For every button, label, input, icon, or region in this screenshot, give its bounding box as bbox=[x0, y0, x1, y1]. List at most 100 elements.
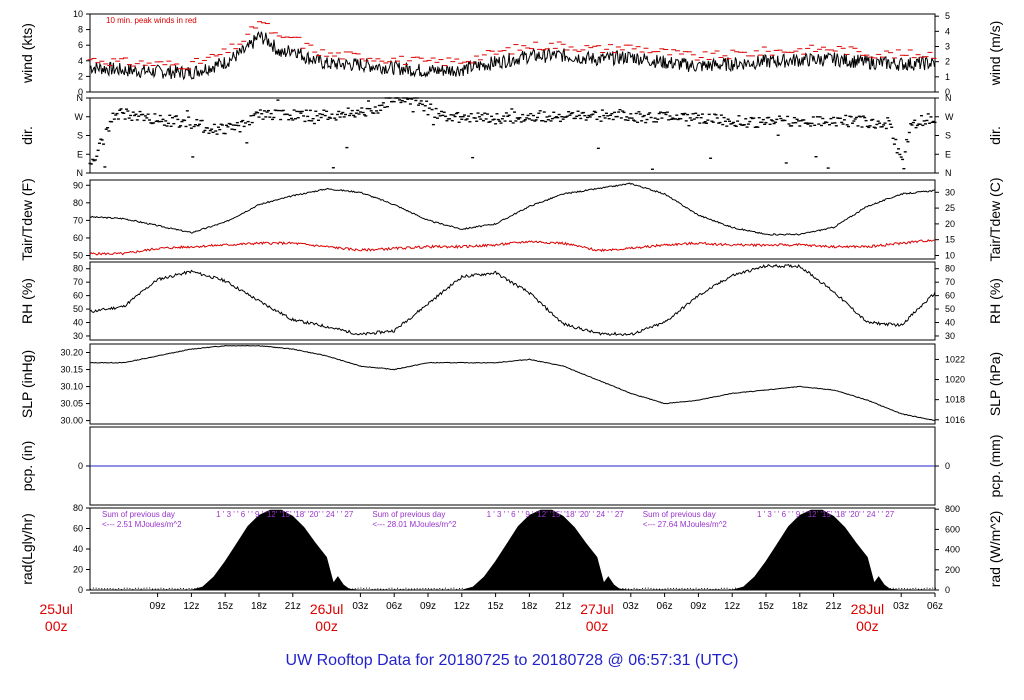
point-rad-noise bbox=[109, 587, 111, 589]
ytick-label-right-dir: W bbox=[945, 112, 954, 122]
point-rad-noise bbox=[453, 587, 455, 589]
point-rad-noise bbox=[259, 587, 260, 589]
point-rad-noise bbox=[537, 588, 539, 590]
point-rad-noise bbox=[366, 587, 368, 589]
ytick-label-right-pcp: 0 bbox=[945, 461, 950, 471]
point-rad-noise bbox=[92, 587, 94, 589]
point-rad-noise bbox=[151, 588, 153, 590]
ytick-label-left-wind: 6 bbox=[78, 40, 83, 50]
point-rad-noise bbox=[374, 588, 376, 590]
point-rad-noise bbox=[577, 588, 579, 590]
ytick-label-left-dir: W bbox=[75, 112, 84, 122]
point-rad-noise bbox=[112, 588, 114, 590]
ytick-label-right-wind: 4 bbox=[945, 26, 950, 36]
ytick-label-left-wind: 2 bbox=[78, 71, 83, 81]
rad-sum-label: Sum of previous day bbox=[102, 510, 175, 519]
point-rad-noise bbox=[698, 588, 700, 590]
point-rad-noise bbox=[411, 588, 413, 590]
point-rad-noise bbox=[335, 587, 337, 589]
point-rad-noise bbox=[608, 588, 610, 590]
point-rad-noise bbox=[751, 588, 753, 590]
panel-frame-wind bbox=[89, 13, 936, 93]
ytick-label-left-wind: 8 bbox=[78, 25, 83, 35]
ytick-label-left-wind: 4 bbox=[78, 56, 83, 66]
point-rad-noise bbox=[506, 588, 508, 590]
ytick-label-right-wind: 3 bbox=[945, 42, 950, 52]
ylabel-right-rh: RH (%) bbox=[987, 278, 1003, 324]
point-rad-noise bbox=[425, 588, 427, 590]
point-rad-noise bbox=[850, 588, 852, 590]
point-rad-noise bbox=[343, 588, 345, 590]
point-rad-noise bbox=[805, 588, 807, 590]
point-rad-noise bbox=[484, 588, 486, 590]
point-rad-noise bbox=[160, 587, 162, 589]
point-rad-noise bbox=[115, 588, 117, 590]
panel-frame-temp bbox=[89, 179, 936, 260]
point-rad-noise bbox=[230, 587, 232, 589]
point-rad-noise bbox=[225, 587, 227, 589]
x-tick-label: 15z bbox=[488, 601, 504, 612]
point-rad-noise bbox=[526, 588, 528, 590]
point-rad-noise bbox=[326, 588, 328, 590]
x-tick-label: 21z bbox=[555, 601, 571, 612]
point-rad-noise bbox=[568, 588, 570, 590]
point-rad-noise bbox=[794, 588, 796, 590]
date-label-time: 00z bbox=[45, 618, 68, 634]
point-rad-noise bbox=[95, 587, 97, 589]
point-rad-noise bbox=[213, 588, 215, 590]
ylabel-left-pcp: pcp. (in) bbox=[19, 441, 35, 492]
point-rad-noise bbox=[656, 588, 658, 590]
ytick-label-left-temp: 80 bbox=[73, 198, 83, 208]
ytick-label-right-temp: 15 bbox=[945, 235, 955, 245]
ytick-label-right-slp: 1016 bbox=[945, 415, 965, 425]
ytick-label-right-dir: E bbox=[945, 149, 951, 159]
point-rad-noise bbox=[509, 587, 511, 589]
point-rad-noise bbox=[861, 588, 863, 590]
ytick-label-left-temp: 50 bbox=[73, 250, 83, 260]
point-rad-noise bbox=[498, 588, 500, 590]
point-rad-noise bbox=[796, 588, 798, 590]
point-rad-noise bbox=[194, 588, 196, 590]
point-rad-noise bbox=[605, 587, 607, 589]
series-radiation bbox=[191, 509, 902, 591]
point-rad-noise bbox=[749, 588, 751, 590]
point-rad-noise bbox=[718, 588, 720, 590]
point-rad-noise bbox=[444, 587, 446, 589]
rad-sum-value: <--- 28.01 MJoules/m^2 bbox=[372, 520, 457, 529]
point-rad-noise bbox=[554, 588, 556, 590]
ytick-label-left-rh: 80 bbox=[73, 264, 83, 274]
point-rad-noise bbox=[704, 588, 706, 590]
point-rad-noise bbox=[182, 587, 184, 589]
x-tick-label: 03z bbox=[893, 601, 909, 612]
point-rad-noise bbox=[123, 587, 125, 589]
ytick-label-left-temp: 60 bbox=[73, 233, 83, 243]
point-rad-noise bbox=[340, 588, 342, 590]
point-rad-noise bbox=[442, 588, 444, 590]
point-rad-noise bbox=[777, 587, 779, 589]
point-rad-noise bbox=[413, 588, 415, 590]
point-rad-noise bbox=[120, 588, 122, 590]
date-label: 27Jul bbox=[580, 601, 613, 617]
point-rad-noise bbox=[847, 588, 849, 590]
point-rad-noise bbox=[785, 588, 787, 590]
point-rad-noise bbox=[906, 588, 908, 590]
x-tick-label: 09z bbox=[150, 601, 166, 612]
point-rad-noise bbox=[157, 588, 159, 590]
point-rad-noise bbox=[101, 588, 103, 590]
point-rad-noise bbox=[684, 588, 686, 590]
ylabel-left-slp: SLP (inHg) bbox=[19, 350, 35, 418]
point-rad-noise bbox=[385, 588, 387, 590]
point-rad-noise bbox=[802, 588, 804, 590]
point-rad-noise bbox=[661, 588, 663, 590]
point-rad-noise bbox=[667, 587, 669, 589]
point-rad-noise bbox=[430, 588, 432, 590]
point-rad-noise bbox=[687, 588, 689, 590]
rad-day-marks: 1 ' 3 ' ' 6 ' ' 9 ' '12' '15' '18' '20' … bbox=[487, 510, 625, 519]
ylabel-right-dir: dir. bbox=[987, 126, 1003, 145]
ytick-label-right-rad: 0 bbox=[945, 585, 950, 595]
x-tick-label: 03z bbox=[623, 601, 639, 612]
ytick-label-right-dir: S bbox=[945, 131, 951, 141]
point-rad-noise bbox=[881, 588, 883, 590]
point-rad-noise bbox=[630, 588, 632, 590]
point-rad-noise bbox=[129, 587, 131, 589]
